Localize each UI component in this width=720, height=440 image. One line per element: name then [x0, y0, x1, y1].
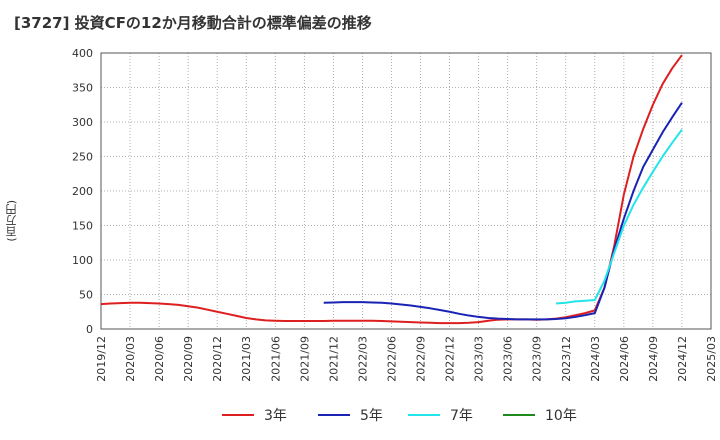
x-tick-label: 2019/12: [95, 336, 108, 382]
legend: 3年 5年 7年 10年: [0, 404, 720, 426]
x-tick-label: 2023/03: [473, 336, 486, 382]
y-tick-label: 50: [79, 289, 93, 302]
y-tick-label: 150: [72, 220, 93, 233]
plot-frame: [100, 52, 712, 330]
legend-label: 7年: [450, 408, 473, 424]
y-axis-ticks: 0 50 100 150 200 250 300 350 400: [72, 47, 93, 336]
x-tick-label: 2022/03: [356, 336, 369, 382]
x-tick-label: 2024/06: [618, 336, 631, 382]
y-tick-label: 0: [86, 323, 93, 336]
x-tick-label: 2023/09: [531, 336, 544, 382]
y-tick-label: 100: [72, 254, 93, 267]
legend-swatch: [503, 414, 535, 416]
legend-item: 3年: [222, 404, 287, 426]
x-tick-label: 2020/03: [124, 336, 137, 382]
legend-item: 7年: [408, 404, 473, 426]
legend-item: 5年: [318, 404, 383, 426]
series-line-0: [100, 54, 683, 325]
x-tick-label: 2021/03: [240, 336, 253, 382]
legend-swatch: [222, 414, 254, 416]
x-tick-label: 2024/03: [589, 336, 602, 382]
x-tick-label: 2025/03: [705, 336, 718, 382]
y-tick-label: 400: [72, 47, 93, 60]
x-tick-label: 2020/06: [153, 336, 166, 382]
x-tick-label: 2024/12: [676, 336, 689, 382]
y-tick-label: 200: [72, 185, 93, 198]
x-tick-label: 2021/12: [327, 336, 340, 382]
x-tick-label: 2021/09: [298, 336, 311, 382]
x-tick-label: 2022/12: [444, 336, 457, 382]
legend-item: 10年: [503, 404, 577, 426]
x-tick-label: 2020/09: [182, 336, 195, 382]
y-tick-label: 350: [72, 82, 93, 95]
series-line-1: [323, 102, 683, 321]
x-tick-label: 2022/09: [415, 336, 428, 382]
series-line-2: [556, 128, 683, 305]
x-axis-ticks: 2019/12 2020/03 2020/06 2020/09 2020/12 2021/…: [95, 336, 718, 382]
series-lines: [100, 54, 683, 325]
x-tick-label: 2024/09: [647, 336, 660, 382]
x-tick-label: 2021/06: [269, 336, 282, 382]
x-tick-label: 2022/06: [385, 336, 398, 382]
y-tick-label: 300: [72, 116, 93, 129]
legend-swatch: [318, 414, 350, 416]
grid-lines: [100, 52, 712, 329]
x-tick-label: 2023/06: [502, 336, 515, 382]
x-tick-label: 2020/12: [211, 336, 224, 382]
legend-label: 5年: [360, 408, 383, 424]
chart-title: [3727] 投資CFの12か月移動合計の標準偏差の推移: [14, 14, 372, 32]
x-tick-label: 2023/12: [560, 336, 573, 382]
y-tick-label: 250: [72, 151, 93, 164]
legend-swatch: [408, 414, 440, 416]
legend-label: 3年: [264, 408, 287, 424]
legend-label: 10年: [545, 408, 577, 424]
